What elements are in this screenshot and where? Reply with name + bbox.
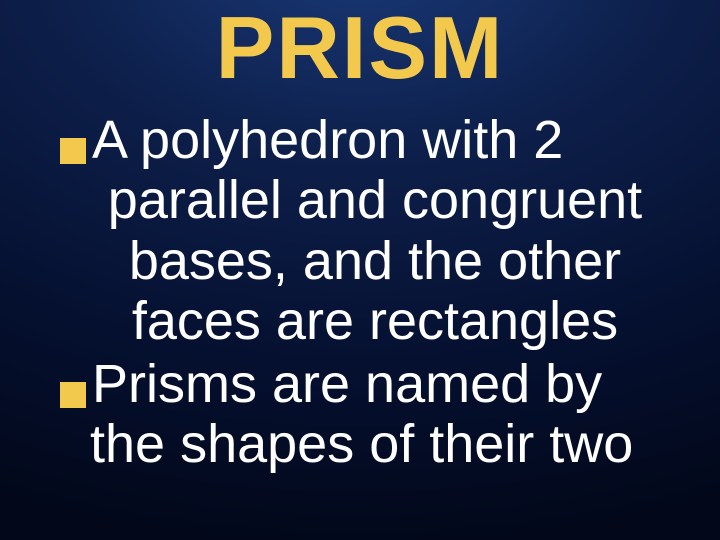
bullet-item: Prisms are named by <box>60 354 690 414</box>
bullet-text: Prisms are named by <box>92 354 602 414</box>
bullet-text-cont: the shapes of their two <box>60 414 690 474</box>
bullet-text: A polyhedron with 2 <box>92 110 563 170</box>
bullet-text-cont: faces are rectangles <box>60 291 690 351</box>
slide-body: A polyhedron with 2 parallel and congrue… <box>0 92 720 475</box>
bullet-square-icon <box>60 382 86 408</box>
bullet-item: A polyhedron with 2 <box>60 110 690 170</box>
slide-title: PRISM <box>0 0 720 92</box>
bullet-text-cont: parallel and congruent <box>60 170 690 230</box>
bullet-square-icon <box>60 138 86 164</box>
bullet-text-cont: bases, and the other <box>60 231 690 291</box>
